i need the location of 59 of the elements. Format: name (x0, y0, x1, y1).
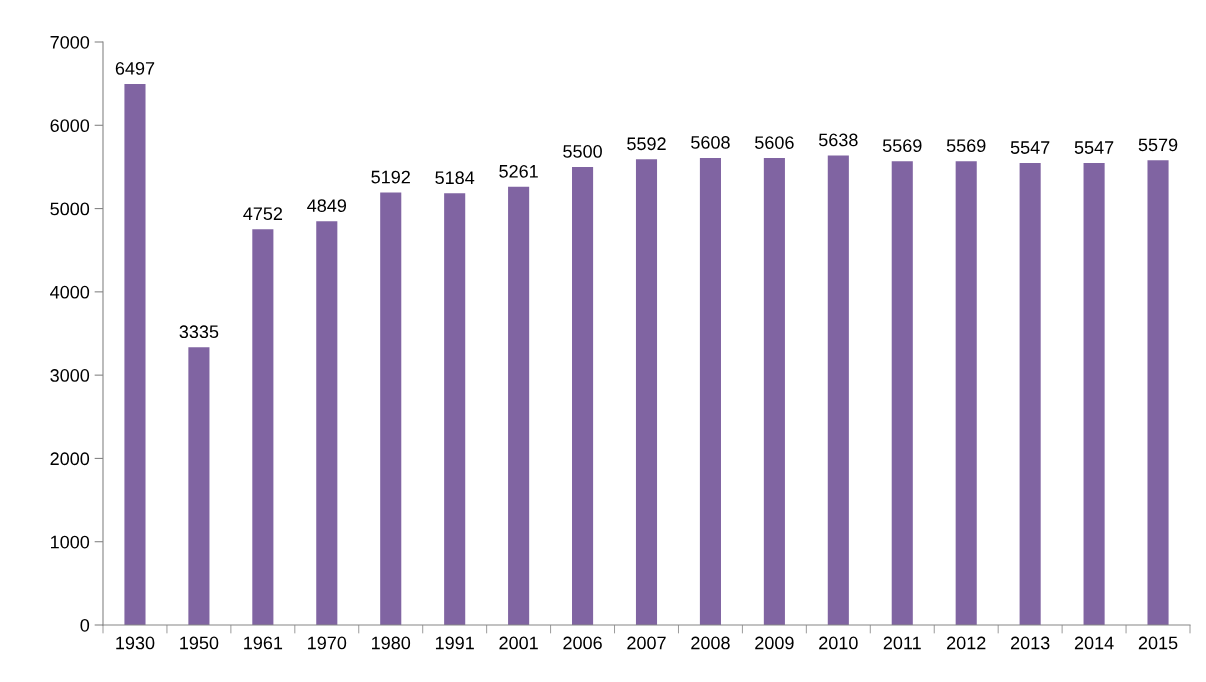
bar (572, 166, 594, 625)
y-tick-label: 7000 (50, 35, 90, 49)
data-label: 5569 (946, 139, 986, 153)
bar (124, 83, 146, 625)
y-tick-label: 3000 (50, 369, 90, 382)
x-tick-label: 2006 (563, 636, 602, 650)
data-label: 5192 (371, 170, 410, 184)
bar (635, 159, 658, 625)
bar (763, 158, 785, 625)
y-tick-label: 0 (80, 618, 90, 632)
bar (316, 221, 338, 625)
bar (508, 186, 530, 625)
y-tick-label: 5000 (50, 202, 90, 216)
data-label: 5638 (818, 133, 858, 147)
data-label: 4849 (307, 199, 347, 213)
data-label: 5608 (691, 136, 730, 149)
x-tick-label: 2007 (627, 636, 666, 650)
y-tick-label: 6000 (50, 119, 90, 133)
bar (891, 161, 913, 625)
data-label: 5547 (1074, 141, 1114, 154)
bar (444, 193, 466, 625)
x-tick-label: 2010 (819, 636, 858, 650)
x-tick-label: 2013 (1010, 636, 1050, 650)
bar (188, 347, 210, 625)
bar (252, 229, 274, 625)
x-tick-label: 1991 (435, 636, 474, 650)
x-tick-label: 2008 (691, 636, 730, 650)
data-label: 5569 (882, 139, 922, 153)
bar (699, 157, 721, 625)
x-tick-label: 2001 (499, 636, 538, 650)
data-label: 5500 (563, 145, 602, 158)
bar (380, 192, 402, 625)
bar (1083, 163, 1105, 625)
x-tick-label: 1980 (372, 636, 411, 650)
data-label: 4752 (243, 207, 283, 221)
data-label: 5184 (435, 171, 475, 185)
bar (955, 161, 977, 625)
data-label: 5261 (499, 164, 538, 178)
data-label: 3335 (179, 325, 219, 339)
bar (827, 155, 849, 625)
y-tick-label: 1000 (51, 535, 90, 549)
data-label: 5547 (1010, 141, 1050, 154)
x-tick-label: 2009 (755, 636, 794, 650)
data-label: 5606 (755, 136, 794, 149)
x-tick-label: 2012 (947, 636, 986, 650)
x-tick-label: 1970 (308, 636, 347, 650)
x-tick-label: 1950 (180, 636, 219, 650)
x-tick-label: 2011 (883, 636, 921, 650)
x-tick-label: 2014 (1074, 636, 1114, 650)
x-tick-label: 1930 (116, 636, 155, 650)
data-label: 5579 (1138, 138, 1178, 152)
bar (1147, 160, 1169, 625)
x-tick-label: 2015 (1138, 636, 1178, 650)
bar (1019, 163, 1041, 625)
data-label: 6497 (115, 61, 155, 75)
data-label: 5592 (627, 137, 666, 151)
x-tick-label: 1961 (244, 636, 283, 650)
y-tick-label: 4000 (50, 285, 90, 299)
y-tick-label: 2000 (50, 452, 90, 466)
